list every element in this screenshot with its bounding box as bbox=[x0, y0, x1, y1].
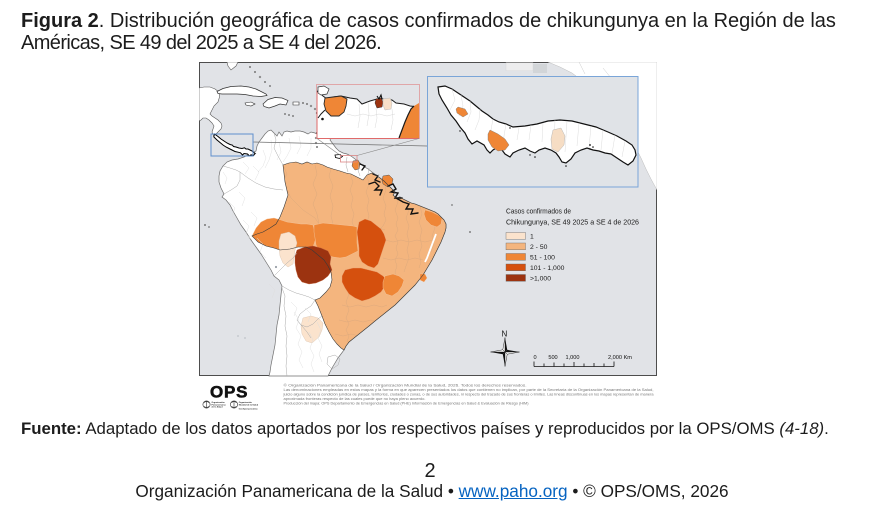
svg-text:N: N bbox=[502, 330, 508, 339]
svg-text:Organización: Organización bbox=[212, 401, 226, 404]
svg-text:Las denominaciones empleadas e: Las denominaciones empleadas en estos ma… bbox=[284, 388, 654, 392]
svg-text:101 - 1,000: 101 - 1,000 bbox=[530, 265, 565, 272]
svg-text:2,000 Km: 2,000 Km bbox=[608, 355, 632, 361]
svg-text:>1,000: >1,000 bbox=[530, 276, 551, 283]
svg-text:1: 1 bbox=[530, 234, 534, 241]
svg-text:aproximada fronteras respecto: aproximada fronteras respecto de las cua… bbox=[284, 397, 426, 401]
svg-text:Panamericana: Panamericana bbox=[212, 403, 227, 406]
svg-text:Oficina Regional para las Amér: Oficina Regional para las Américas bbox=[239, 407, 258, 410]
svg-text:de la Salud: de la Salud bbox=[212, 407, 224, 409]
svg-text:Mundial de la Salud: Mundial de la Salud bbox=[239, 404, 259, 406]
svg-text:Chikungunya, SE 49 2025 a SE 4: Chikungunya, SE 49 2025 a SE 4 de 2026 bbox=[506, 218, 639, 227]
svg-text:Producción del mapa: OPS Depar: Producción del mapa: OPS Departamento de… bbox=[284, 402, 529, 406]
svg-text:500: 500 bbox=[548, 355, 557, 361]
svg-text:juicio alguno sobre la condici: juicio alguno sobre la condición jurídic… bbox=[282, 393, 653, 397]
svg-text:51 - 100: 51 - 100 bbox=[530, 255, 555, 262]
svg-text:OPS: OPS bbox=[210, 383, 248, 402]
svg-text:Casos confirmados de: Casos confirmados de bbox=[506, 207, 571, 216]
svg-text:© Organización Panamericana de: © Organización Panamericana de la Salud … bbox=[284, 384, 527, 388]
svg-text:1,000: 1,000 bbox=[566, 355, 580, 361]
svg-text:Organización: Organización bbox=[239, 401, 253, 404]
svg-text:2 - 50: 2 - 50 bbox=[530, 244, 548, 251]
svg-text:0: 0 bbox=[533, 355, 536, 361]
